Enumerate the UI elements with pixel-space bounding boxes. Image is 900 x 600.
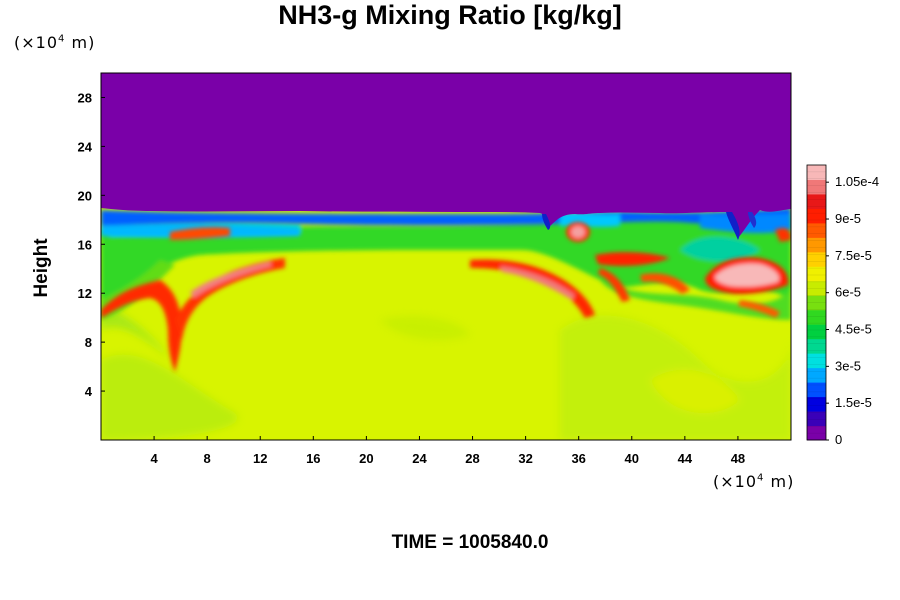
x-tick-label: 40: [625, 451, 639, 466]
colorbar-swatch: [807, 396, 826, 412]
heatmap-edge-fingers: [542, 212, 757, 240]
colorbar-swatch: [807, 165, 826, 180]
colorbar-swatch: [807, 222, 826, 238]
colorbar-swatch: [807, 324, 826, 340]
chart-title: NH3-g Mixing Ratio [kg/kg]: [278, 0, 622, 30]
colorbar-swatch: [807, 251, 826, 267]
y-axis-unit: (×104 m): [14, 33, 96, 52]
colorbar-tick-label: 0: [835, 432, 842, 447]
x-tick-label: 4: [150, 451, 158, 466]
colorbar-tick-label: 1.05e-4: [835, 174, 879, 189]
colorbar-tick-label: 4.5e-5: [835, 322, 872, 337]
y-tick-label: 24: [78, 139, 93, 154]
heatmap-high-regions: [101, 222, 791, 372]
x-tick-label: 16: [306, 451, 320, 466]
y-tick-label: 16: [78, 237, 92, 252]
colorbar-swatch: [807, 382, 826, 398]
colorbar-swatch: [807, 309, 826, 325]
y-tick-label: 28: [78, 90, 92, 105]
y-tick-label: 20: [78, 188, 92, 203]
y-tick-label: 4: [85, 384, 93, 399]
x-tick-label: 28: [465, 451, 479, 466]
time-label: TIME = 1005840.0: [391, 532, 549, 553]
colorbar-frame: [806, 164, 827, 441]
heatmap-field: [101, 73, 791, 440]
x-tick-label: 32: [518, 451, 532, 466]
x-axis-unit: (×104 m): [713, 472, 795, 491]
colorbar-swatch: [807, 266, 826, 282]
heatmap-lower-variation: [101, 300, 791, 440]
colorbar-swatch: [807, 179, 826, 195]
colorbar-swatch: [807, 353, 826, 369]
colorbar: 0 1.5e-5 3e-5 4.5e-5 6e-5 7.5e-5 9e-5 1.05e-4: [806, 164, 879, 447]
colorbar-tick-label: 3e-5: [835, 358, 861, 373]
x-tick-label: 12: [253, 451, 267, 466]
colorbar-swatch: [807, 280, 826, 296]
x-tick-label: 44: [678, 451, 693, 466]
heatmap-upper-region: [101, 73, 791, 238]
colorbar-swatch: [807, 237, 826, 253]
colorbar-swatch: [807, 367, 826, 383]
x-tick-label: 24: [412, 451, 427, 466]
colorbar-tick-label: 7.5e-5: [835, 248, 872, 263]
x-tick-label: 36: [571, 451, 585, 466]
colorbar-tick-label: 9e-5: [835, 211, 861, 226]
colorbar-swatch: [807, 208, 826, 224]
colorbar-tick-label: 1.5e-5: [835, 395, 872, 410]
colorbar-swatch: [807, 425, 826, 441]
x-tick-label: 20: [359, 451, 373, 466]
colorbar-swatch: [807, 411, 826, 427]
x-tick-label: 48: [731, 451, 745, 466]
colorbar-tick-label: 6e-5: [835, 285, 861, 300]
plot-frame: [100, 72, 792, 441]
colorbar-swatch: [807, 193, 826, 209]
colorbar-swatch: [807, 295, 826, 311]
x-tick-label: 8: [204, 451, 211, 466]
y-tick-label: 12: [78, 286, 92, 301]
y-tick-label: 8: [85, 335, 92, 350]
colorbar-swatch: [807, 338, 826, 354]
